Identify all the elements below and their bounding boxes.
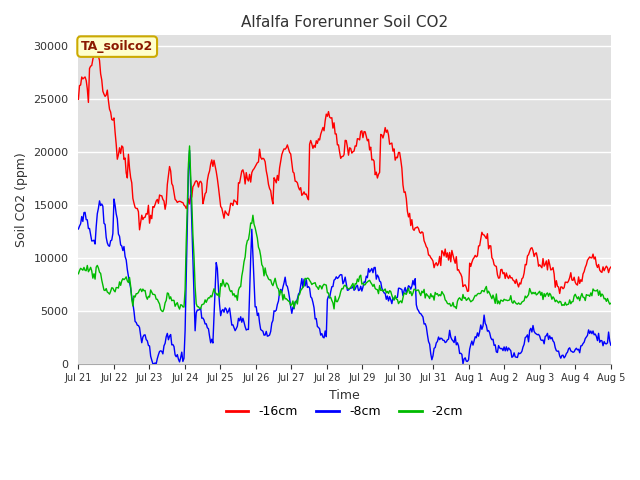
Legend: -16cm, -8cm, -2cm: -16cm, -8cm, -2cm xyxy=(221,400,468,423)
Bar xyxy=(79,205,611,311)
Title: Alfalfa Forerunner Soil CO2: Alfalfa Forerunner Soil CO2 xyxy=(241,15,448,30)
Text: TA_soilco2: TA_soilco2 xyxy=(81,40,154,53)
Y-axis label: Soil CO2 (ppm): Soil CO2 (ppm) xyxy=(15,152,28,247)
X-axis label: Time: Time xyxy=(329,389,360,402)
